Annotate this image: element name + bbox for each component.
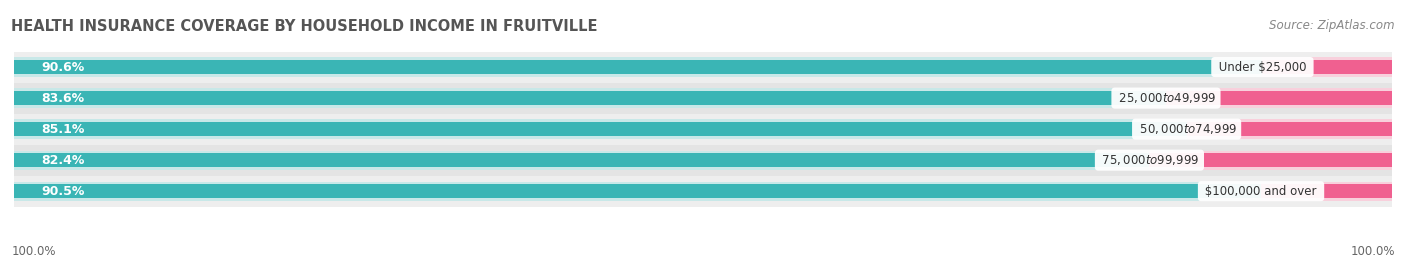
Text: 90.6%: 90.6% [42,61,84,73]
Bar [1263,57,1392,77]
Text: 100.0%: 100.0% [11,245,56,258]
Bar [14,176,1392,207]
Bar [1187,119,1392,139]
Text: Under $25,000: Under $25,000 [1215,61,1310,73]
Bar [14,184,1261,198]
Legend: With Coverage, Without Coverage: With Coverage, Without Coverage [567,264,839,269]
Bar [1166,91,1392,105]
Bar [1261,184,1393,198]
Text: 85.1%: 85.1% [42,123,84,136]
Bar [1187,122,1392,136]
Bar [14,153,1150,167]
Bar [1263,60,1392,74]
Bar [14,151,1392,170]
Text: $50,000 to $74,999: $50,000 to $74,999 [1136,122,1237,136]
Text: 100.0%: 100.0% [1350,245,1395,258]
Bar [14,89,1392,108]
Text: Source: ZipAtlas.com: Source: ZipAtlas.com [1270,19,1395,32]
Bar [1150,153,1393,167]
Text: $25,000 to $49,999: $25,000 to $49,999 [1115,91,1218,105]
Bar [14,60,1263,74]
Bar [14,182,1392,201]
Bar [14,122,1187,136]
Bar [14,91,1166,105]
Bar [14,52,1392,83]
Bar [14,114,1392,145]
Text: 82.4%: 82.4% [42,154,84,167]
Bar [14,119,1392,139]
Text: 83.6%: 83.6% [42,91,84,105]
Bar [14,83,1392,114]
Text: 90.5%: 90.5% [42,185,84,198]
Text: $75,000 to $99,999: $75,000 to $99,999 [1098,153,1201,167]
Text: HEALTH INSURANCE COVERAGE BY HOUSEHOLD INCOME IN FRUITVILLE: HEALTH INSURANCE COVERAGE BY HOUSEHOLD I… [11,19,598,34]
Bar [1261,182,1393,201]
Bar [14,57,1392,77]
Bar [1166,89,1392,108]
Bar [1150,151,1393,170]
Bar [14,145,1392,176]
Text: $100,000 and over: $100,000 and over [1201,185,1320,198]
